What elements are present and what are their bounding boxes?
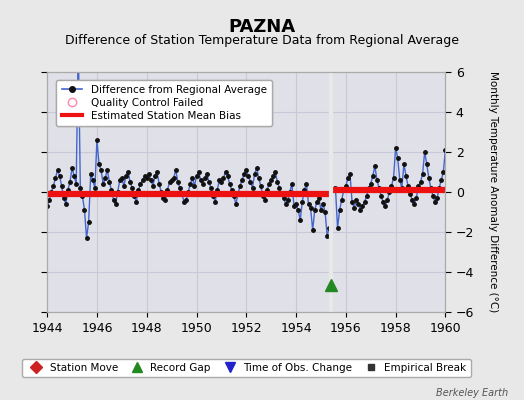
Text: Berkeley Earth: Berkeley Earth [436, 388, 508, 398]
Text: PAZNA: PAZNA [228, 18, 296, 36]
Text: Difference of Station Temperature Data from Regional Average: Difference of Station Temperature Data f… [65, 34, 459, 47]
Legend: Difference from Regional Average, Quality Control Failed, Estimated Station Mean: Difference from Regional Average, Qualit… [57, 80, 272, 126]
Legend: Station Move, Record Gap, Time of Obs. Change, Empirical Break: Station Move, Record Gap, Time of Obs. C… [22, 359, 471, 377]
Y-axis label: Monthly Temperature Anomaly Difference (°C): Monthly Temperature Anomaly Difference (… [488, 71, 498, 313]
